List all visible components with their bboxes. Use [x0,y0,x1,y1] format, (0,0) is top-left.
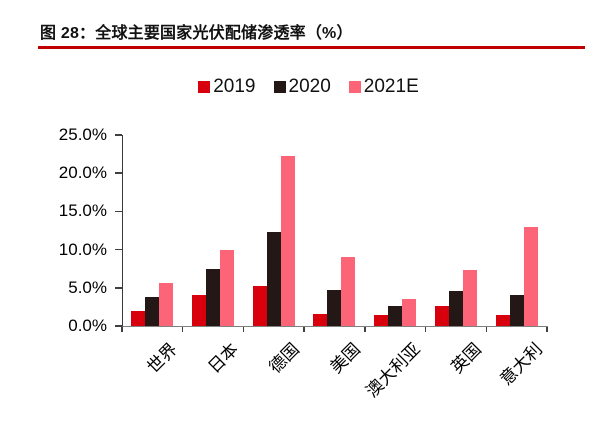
x-axis-tick [242,327,245,332]
bar-2020-australia [388,306,403,326]
plot-area [122,135,548,327]
y-axis-label: 10.0% [58,239,107,259]
bar-group-world [122,135,183,326]
x-axis-label-australia: 澳大利亚 [362,339,425,402]
bar-2019-uk [434,306,449,326]
y-axis-tick [115,287,122,289]
bar-2021e-italy [523,226,538,326]
title-underline [38,46,585,49]
bar-2019-world [131,310,146,326]
y-axis-label: 5.0% [68,277,107,297]
y-axis-label: 0.0% [68,316,107,335]
x-axis-label-uk: 英国 [447,339,485,378]
legend-item-2020: 2020 [273,76,331,98]
x-axis-label-germany: 德国 [265,339,303,378]
y-axis-tick [115,210,122,213]
legend-label: 2020 [288,76,331,97]
x-axis-tick [364,327,366,332]
x-axis-tick [485,327,488,332]
x-axis-tick [181,327,184,332]
figure-title: 图 28：全球主要国家光伏配储渗透率（%） [40,25,353,42]
bar-2021e-australia [402,299,417,326]
bar-2021e-uk [462,269,477,326]
bar-2020-japan [206,268,221,326]
y-axis-label: 15.0% [58,201,107,221]
y-axis-tick [115,172,122,174]
bar-2020-world [145,297,160,326]
x-axis-tick [546,327,548,332]
legend-item-2019: 2019 [198,76,256,98]
bar-2019-australia [374,314,389,326]
bar-group-usa [304,135,365,326]
y-axis-tick [115,134,122,136]
bar-group-australia [365,135,426,326]
x-axis-label-usa: 美国 [325,339,364,378]
y-axis-tick [115,325,122,327]
x-axis-label-world: 世界 [143,339,182,378]
legend-label: 2021E [363,76,419,97]
bar-2021e-germany [280,156,295,326]
bar-2020-germany [266,232,281,326]
bar-group-japan [183,135,244,326]
y-axis-label: 20.0% [58,163,107,183]
legend-swatch-2021e [348,81,361,93]
bar-2021e-world [159,282,174,326]
legend-swatch-2019 [198,81,211,93]
legend-item-2021e: 2021E [348,76,419,98]
bar-group-uk [426,135,487,326]
chart-legend: 2019 2020 2021E [0,76,603,98]
bar-2020-uk [448,290,463,326]
bar-2019-japan [192,295,207,326]
bar-2019-italy [495,314,510,326]
bar-group-italy [486,135,547,326]
bar-2021e-japan [220,249,235,326]
x-axis-label-italy: 意大利 [496,339,546,390]
bar-2021e-usa [341,257,356,326]
bar-2020-italy [509,294,524,326]
x-axis-label-japan: 日本 [204,339,243,378]
x-axis-tick [303,327,305,332]
legend-swatch-2020 [273,81,286,93]
x-axis-tick [121,327,123,332]
y-axis-label: 25.0% [58,125,107,144]
y-axis-tick [115,248,122,251]
x-axis-tick [424,327,427,332]
legend-label: 2019 [213,76,256,97]
bar-2019-usa [313,313,328,326]
bar-2019-germany [252,286,267,326]
bar-2020-usa [327,290,342,326]
bar-group-germany [243,135,304,326]
